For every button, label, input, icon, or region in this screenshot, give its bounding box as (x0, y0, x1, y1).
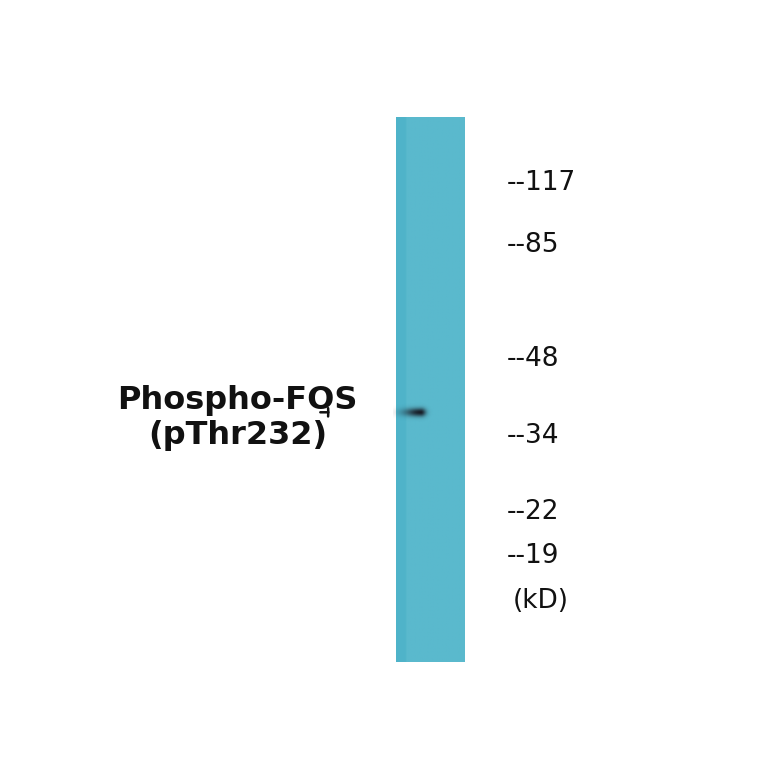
Text: --34: --34 (507, 422, 559, 448)
FancyBboxPatch shape (396, 118, 464, 662)
Text: (pThr232): (pThr232) (148, 420, 327, 452)
Text: --85: --85 (507, 231, 559, 257)
Text: --22: --22 (507, 500, 559, 526)
Text: --19: --19 (507, 543, 559, 569)
Text: --48: --48 (507, 346, 559, 372)
Text: (kD): (kD) (513, 588, 569, 613)
Text: --117: --117 (507, 170, 576, 196)
Text: Phospho-FOS: Phospho-FOS (118, 385, 358, 416)
